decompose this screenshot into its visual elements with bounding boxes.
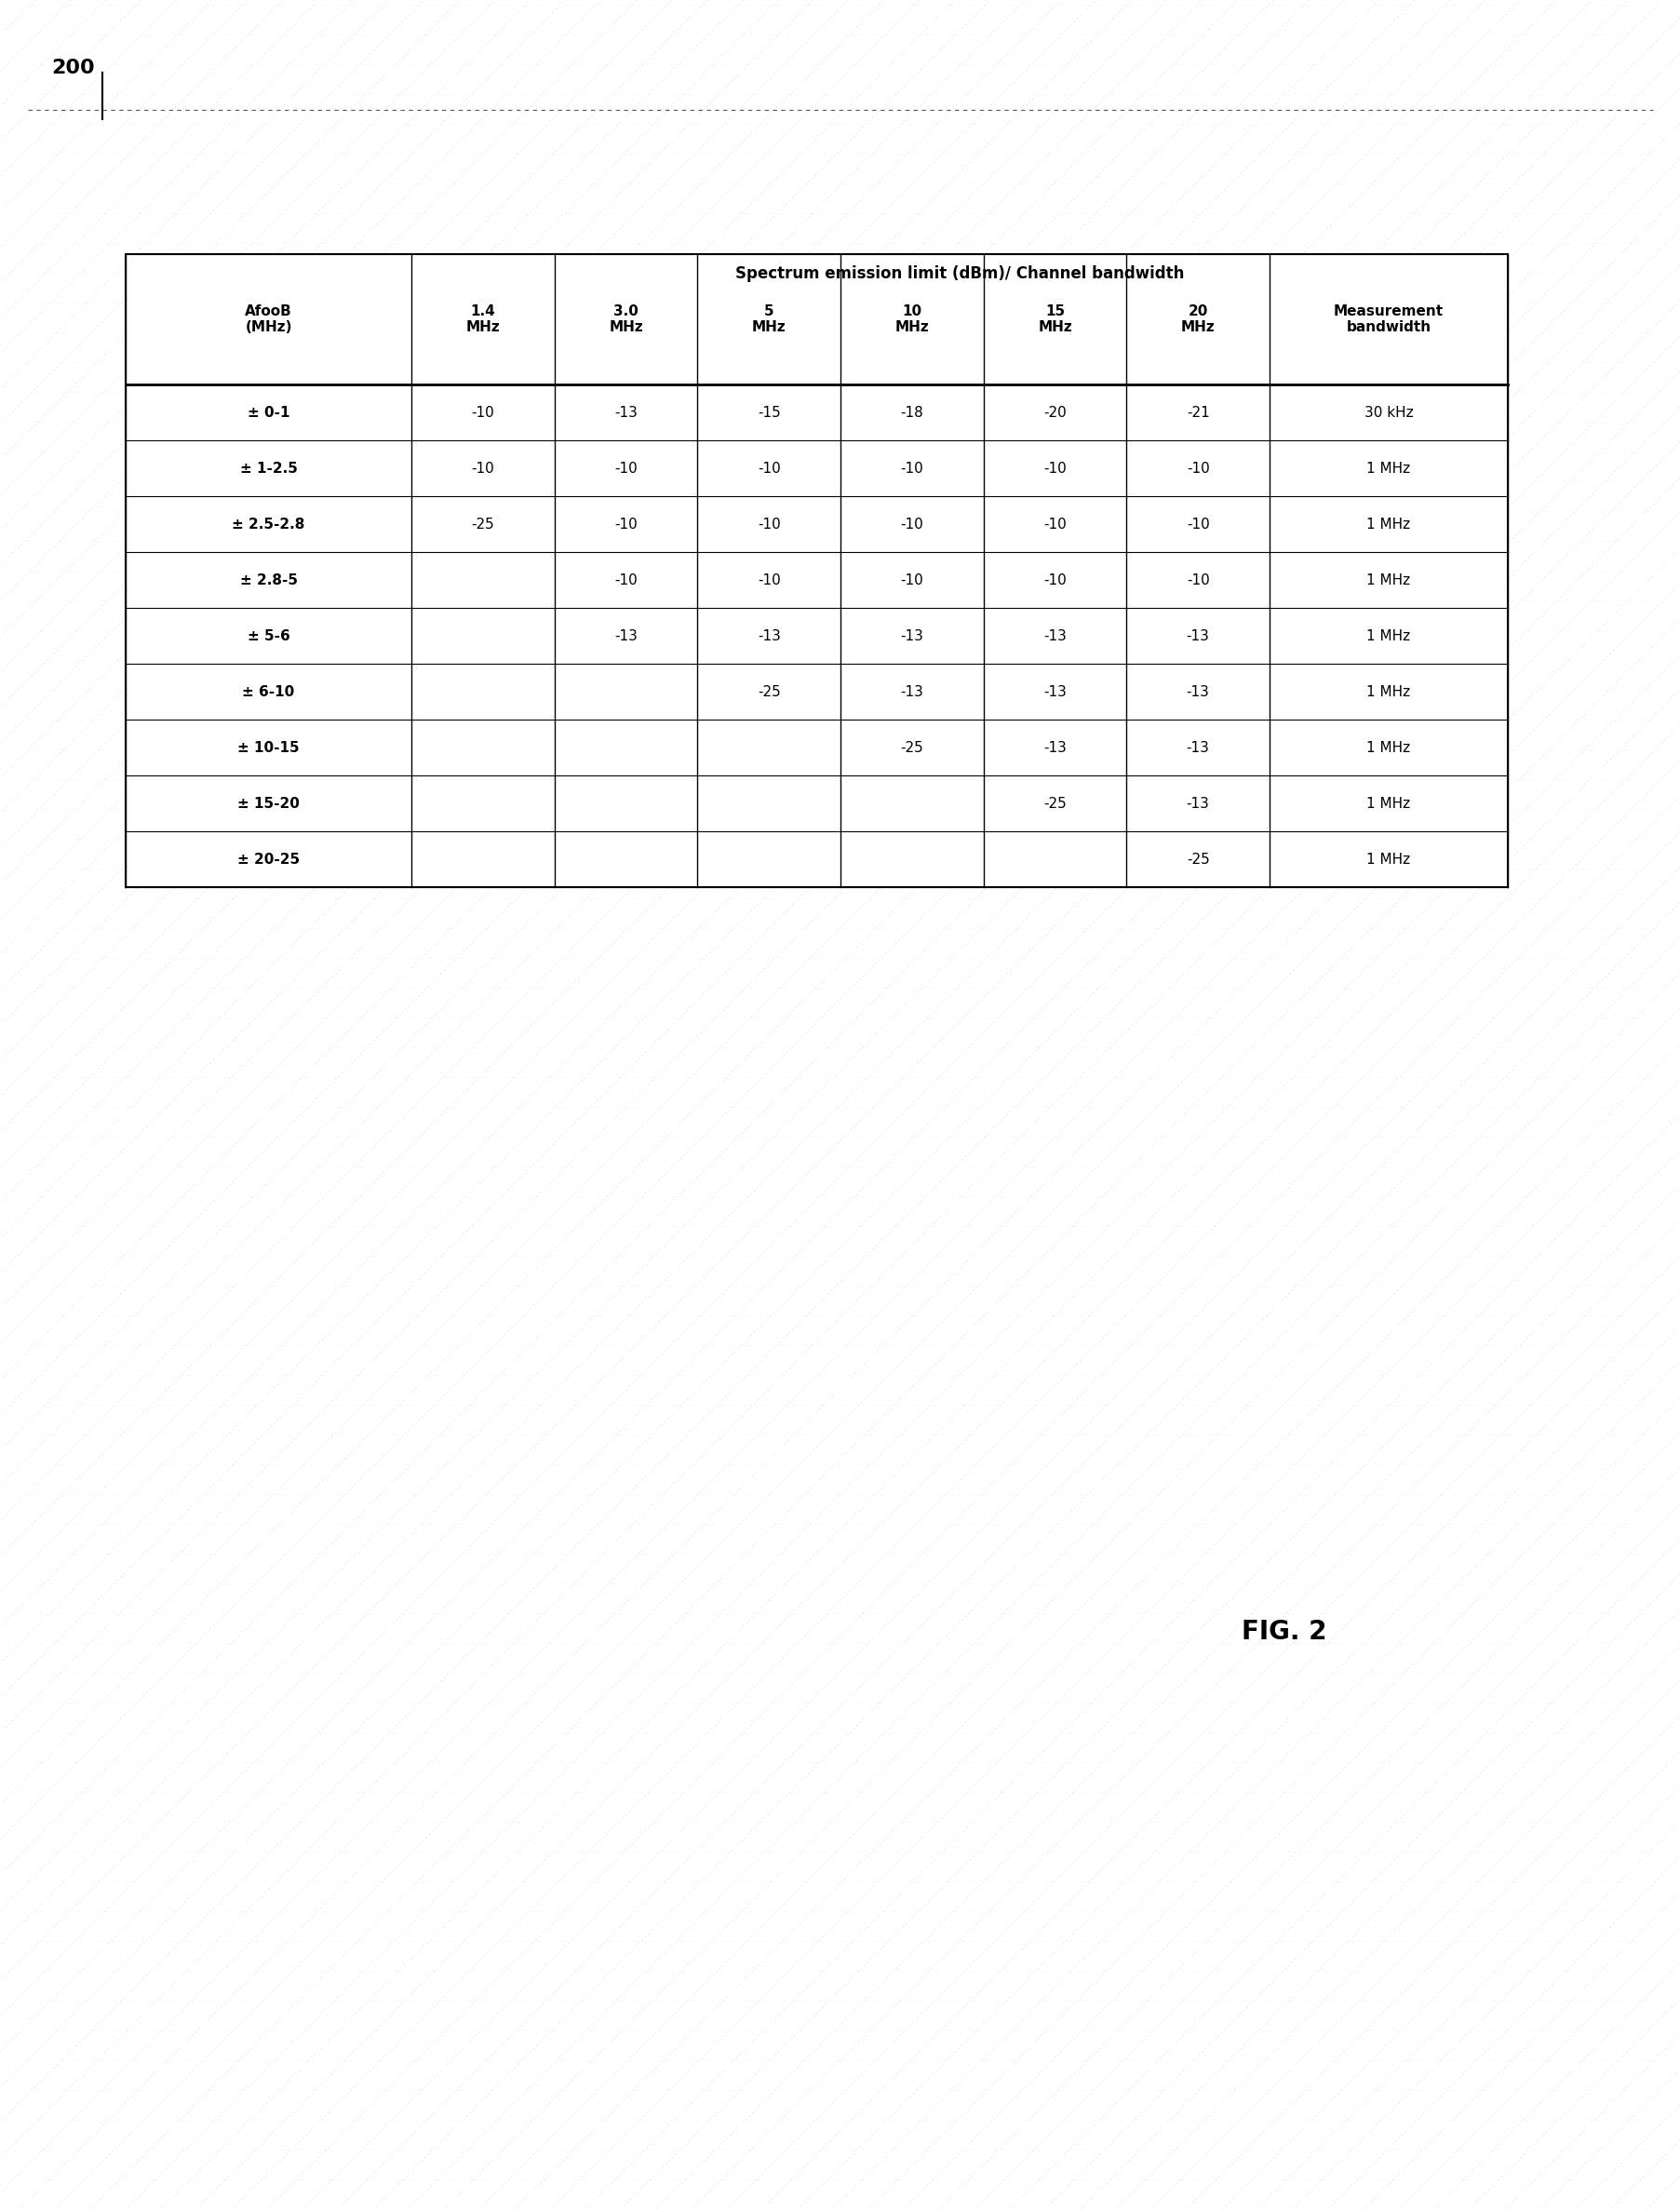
Text: -13: -13 — [758, 630, 780, 643]
Text: ± 5-6: ± 5-6 — [247, 630, 289, 643]
Text: ± 0-1: ± 0-1 — [247, 406, 289, 420]
Text: 20
MHz: 20 MHz — [1181, 305, 1215, 334]
Text: 15
MHz: 15 MHz — [1037, 305, 1072, 334]
Text: -13: -13 — [615, 406, 637, 420]
Text: -13: -13 — [1186, 797, 1210, 811]
Text: -10: -10 — [900, 572, 922, 588]
Text: -10: -10 — [758, 517, 780, 530]
Text: Spectrum emission limit (dBm)/ Channel bandwidth: Spectrum emission limit (dBm)/ Channel b… — [734, 265, 1183, 283]
Text: -10: -10 — [1043, 572, 1067, 588]
Text: -20: -20 — [1043, 406, 1067, 420]
Text: -15: -15 — [758, 406, 780, 420]
Text: -13: -13 — [1043, 630, 1067, 643]
Text: -25: -25 — [1186, 853, 1210, 866]
Text: -25: -25 — [900, 740, 922, 755]
Text: ± 15-20: ± 15-20 — [237, 797, 299, 811]
Text: ± 20-25: ± 20-25 — [237, 853, 299, 866]
Text: 1 MHz: 1 MHz — [1366, 853, 1410, 866]
Text: -13: -13 — [1043, 740, 1067, 755]
Text: -13: -13 — [900, 630, 922, 643]
Bar — [126, 254, 1507, 888]
Text: -10: -10 — [900, 462, 922, 475]
Text: 30 kHz: 30 kHz — [1364, 406, 1413, 420]
Text: -13: -13 — [1186, 740, 1210, 755]
Text: 1 MHz: 1 MHz — [1366, 740, 1410, 755]
Text: ± 1-2.5: ± 1-2.5 — [240, 462, 297, 475]
Text: -13: -13 — [900, 685, 922, 698]
Text: -10: -10 — [615, 462, 637, 475]
Text: ± 6-10: ± 6-10 — [242, 685, 294, 698]
Text: -10: -10 — [1043, 462, 1067, 475]
Text: FIG. 2: FIG. 2 — [1242, 1619, 1326, 1646]
Text: -13: -13 — [1186, 685, 1210, 698]
Text: 5
MHz: 5 MHz — [751, 305, 786, 334]
Text: -25: -25 — [1043, 797, 1067, 811]
Text: 1 MHz: 1 MHz — [1366, 462, 1410, 475]
Text: -10: -10 — [615, 572, 637, 588]
Text: 1.4
MHz: 1.4 MHz — [465, 305, 501, 334]
Text: ± 2.8-5: ± 2.8-5 — [240, 572, 297, 588]
Text: Measurement
bandwidth: Measurement bandwidth — [1332, 305, 1443, 334]
Text: 1 MHz: 1 MHz — [1366, 685, 1410, 698]
Text: 1 MHz: 1 MHz — [1366, 517, 1410, 530]
Text: 1 MHz: 1 MHz — [1366, 572, 1410, 588]
Text: -10: -10 — [472, 462, 494, 475]
Text: 10
MHz: 10 MHz — [894, 305, 929, 334]
Text: ± 10-15: ± 10-15 — [237, 740, 299, 755]
Text: -10: -10 — [615, 517, 637, 530]
Text: -18: -18 — [900, 406, 922, 420]
Text: AfᴏᴏB
(MHz): AfᴏᴏB (MHz) — [245, 305, 292, 334]
Text: -25: -25 — [472, 517, 494, 530]
Text: -21: -21 — [1186, 406, 1210, 420]
Text: -25: -25 — [758, 685, 780, 698]
Text: -13: -13 — [1043, 685, 1067, 698]
Text: -10: -10 — [1186, 572, 1210, 588]
Bar — [126, 254, 1507, 888]
Text: 1 MHz: 1 MHz — [1366, 797, 1410, 811]
Text: -10: -10 — [1186, 462, 1210, 475]
Text: -10: -10 — [900, 517, 922, 530]
Text: 200: 200 — [50, 60, 94, 77]
Text: -10: -10 — [472, 406, 494, 420]
Text: -10: -10 — [1043, 517, 1067, 530]
Text: 1 MHz: 1 MHz — [1366, 630, 1410, 643]
Text: -10: -10 — [758, 462, 780, 475]
Text: 3.0
MHz: 3.0 MHz — [608, 305, 643, 334]
Text: -10: -10 — [1186, 517, 1210, 530]
Text: ± 2.5-2.8: ± 2.5-2.8 — [232, 517, 306, 530]
Text: -13: -13 — [615, 630, 637, 643]
Text: -10: -10 — [758, 572, 780, 588]
Text: -13: -13 — [1186, 630, 1210, 643]
